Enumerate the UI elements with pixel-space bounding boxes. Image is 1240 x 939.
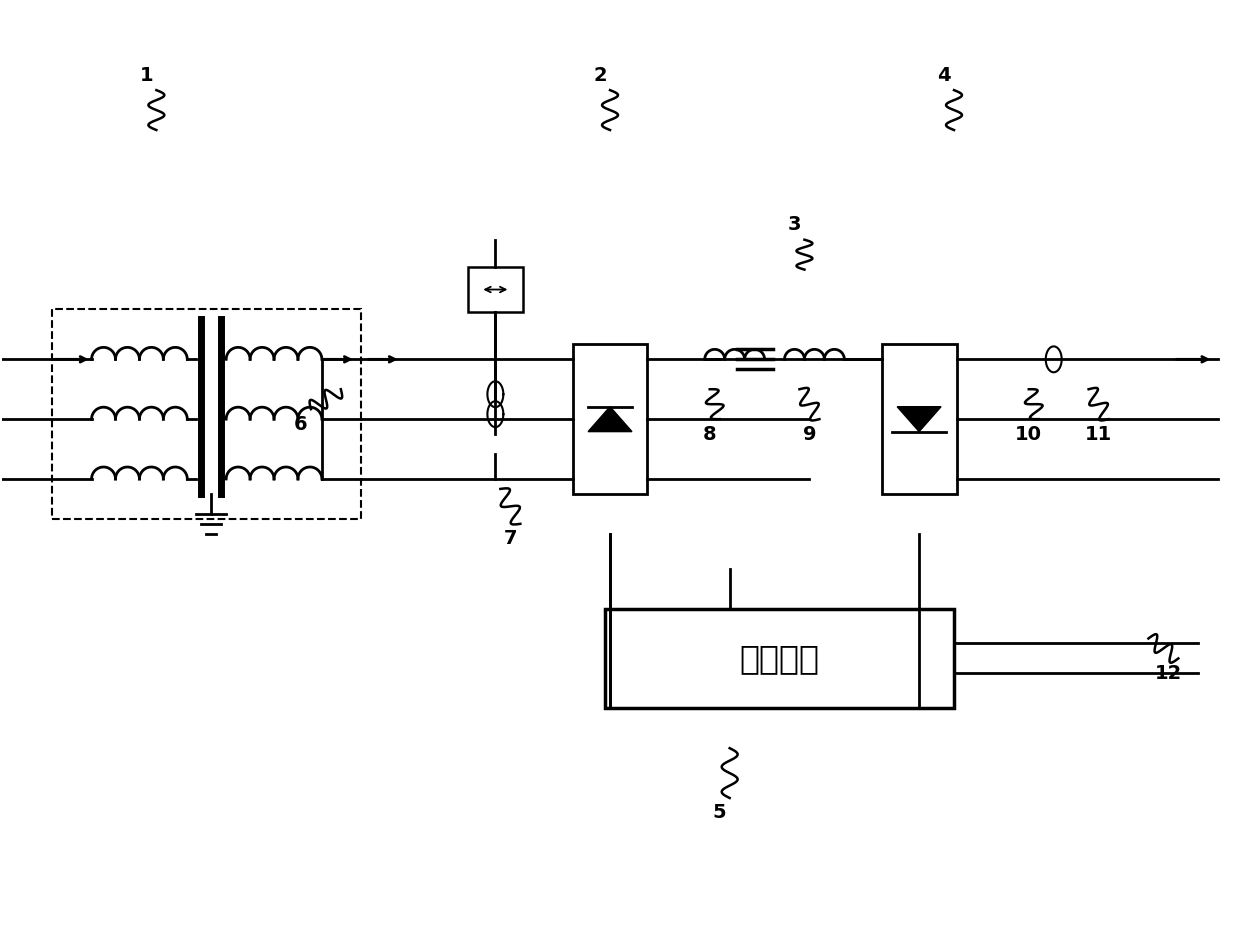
Bar bbox=[882, 345, 956, 494]
Text: 8: 8 bbox=[703, 424, 717, 443]
Bar bbox=[605, 608, 954, 708]
Text: 12: 12 bbox=[1154, 664, 1182, 683]
Polygon shape bbox=[898, 407, 941, 432]
Text: 7: 7 bbox=[503, 530, 517, 548]
Text: 2: 2 bbox=[593, 66, 606, 85]
Text: 3: 3 bbox=[787, 215, 801, 234]
Text: 10: 10 bbox=[1016, 424, 1043, 443]
Text: 1: 1 bbox=[140, 66, 154, 85]
Text: 9: 9 bbox=[802, 424, 816, 443]
Bar bbox=[573, 345, 647, 494]
Polygon shape bbox=[588, 407, 632, 432]
Text: 4: 4 bbox=[937, 66, 951, 85]
Bar bbox=[52, 310, 361, 519]
Text: 故障诊断: 故障诊断 bbox=[739, 642, 820, 675]
Text: 11: 11 bbox=[1085, 424, 1112, 443]
Bar bbox=[467, 267, 523, 312]
Text: 5: 5 bbox=[713, 804, 727, 823]
Text: 6: 6 bbox=[294, 415, 308, 434]
